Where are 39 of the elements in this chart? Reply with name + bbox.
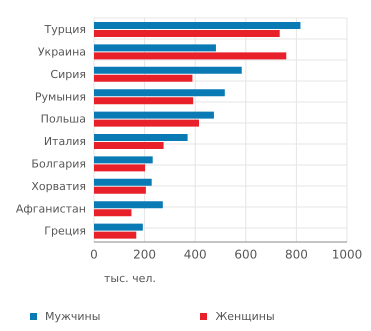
x-tick-label: 400 xyxy=(184,248,207,262)
bar xyxy=(94,22,300,29)
bar xyxy=(94,209,132,216)
x-tick-label: 600 xyxy=(234,248,258,262)
x-tick-label: 1000 xyxy=(332,248,362,262)
bar xyxy=(94,134,188,141)
bar xyxy=(94,66,242,74)
y-tick-label: Афганистан xyxy=(16,202,86,216)
bar xyxy=(94,30,280,37)
bar xyxy=(94,156,153,164)
x-tick-label: 0 xyxy=(90,248,98,262)
y-tick-label: Сирия xyxy=(50,68,86,81)
y-tick-label: Польша xyxy=(40,112,86,126)
x-tick-label: 800 xyxy=(284,248,308,262)
bar xyxy=(94,178,152,186)
legend-label: Женщины xyxy=(214,310,275,323)
y-tick-label: Греция xyxy=(44,224,86,238)
bar xyxy=(94,201,163,208)
legend-label: Мужчины xyxy=(44,310,100,323)
bar xyxy=(94,97,194,104)
bar xyxy=(94,186,146,194)
bar xyxy=(94,164,146,172)
bar xyxy=(94,74,192,82)
bar xyxy=(94,232,136,239)
bar xyxy=(94,44,216,52)
bar xyxy=(94,112,214,119)
y-tick-label: Италия xyxy=(44,135,86,148)
y-tick-label: Хорватия xyxy=(31,180,86,193)
bar xyxy=(94,89,225,96)
y-tick-label: Румыния xyxy=(34,90,86,104)
bar xyxy=(94,224,143,231)
x-tick-label: 200 xyxy=(133,248,156,262)
y-tick-label: Украина xyxy=(38,46,86,59)
x-axis-title: тыс. чел. xyxy=(104,272,156,285)
bar xyxy=(94,142,164,149)
bar xyxy=(94,52,286,60)
y-tick-label: Турция xyxy=(44,23,86,36)
bar xyxy=(94,120,199,127)
y-tick-label: Болгария xyxy=(31,158,86,171)
